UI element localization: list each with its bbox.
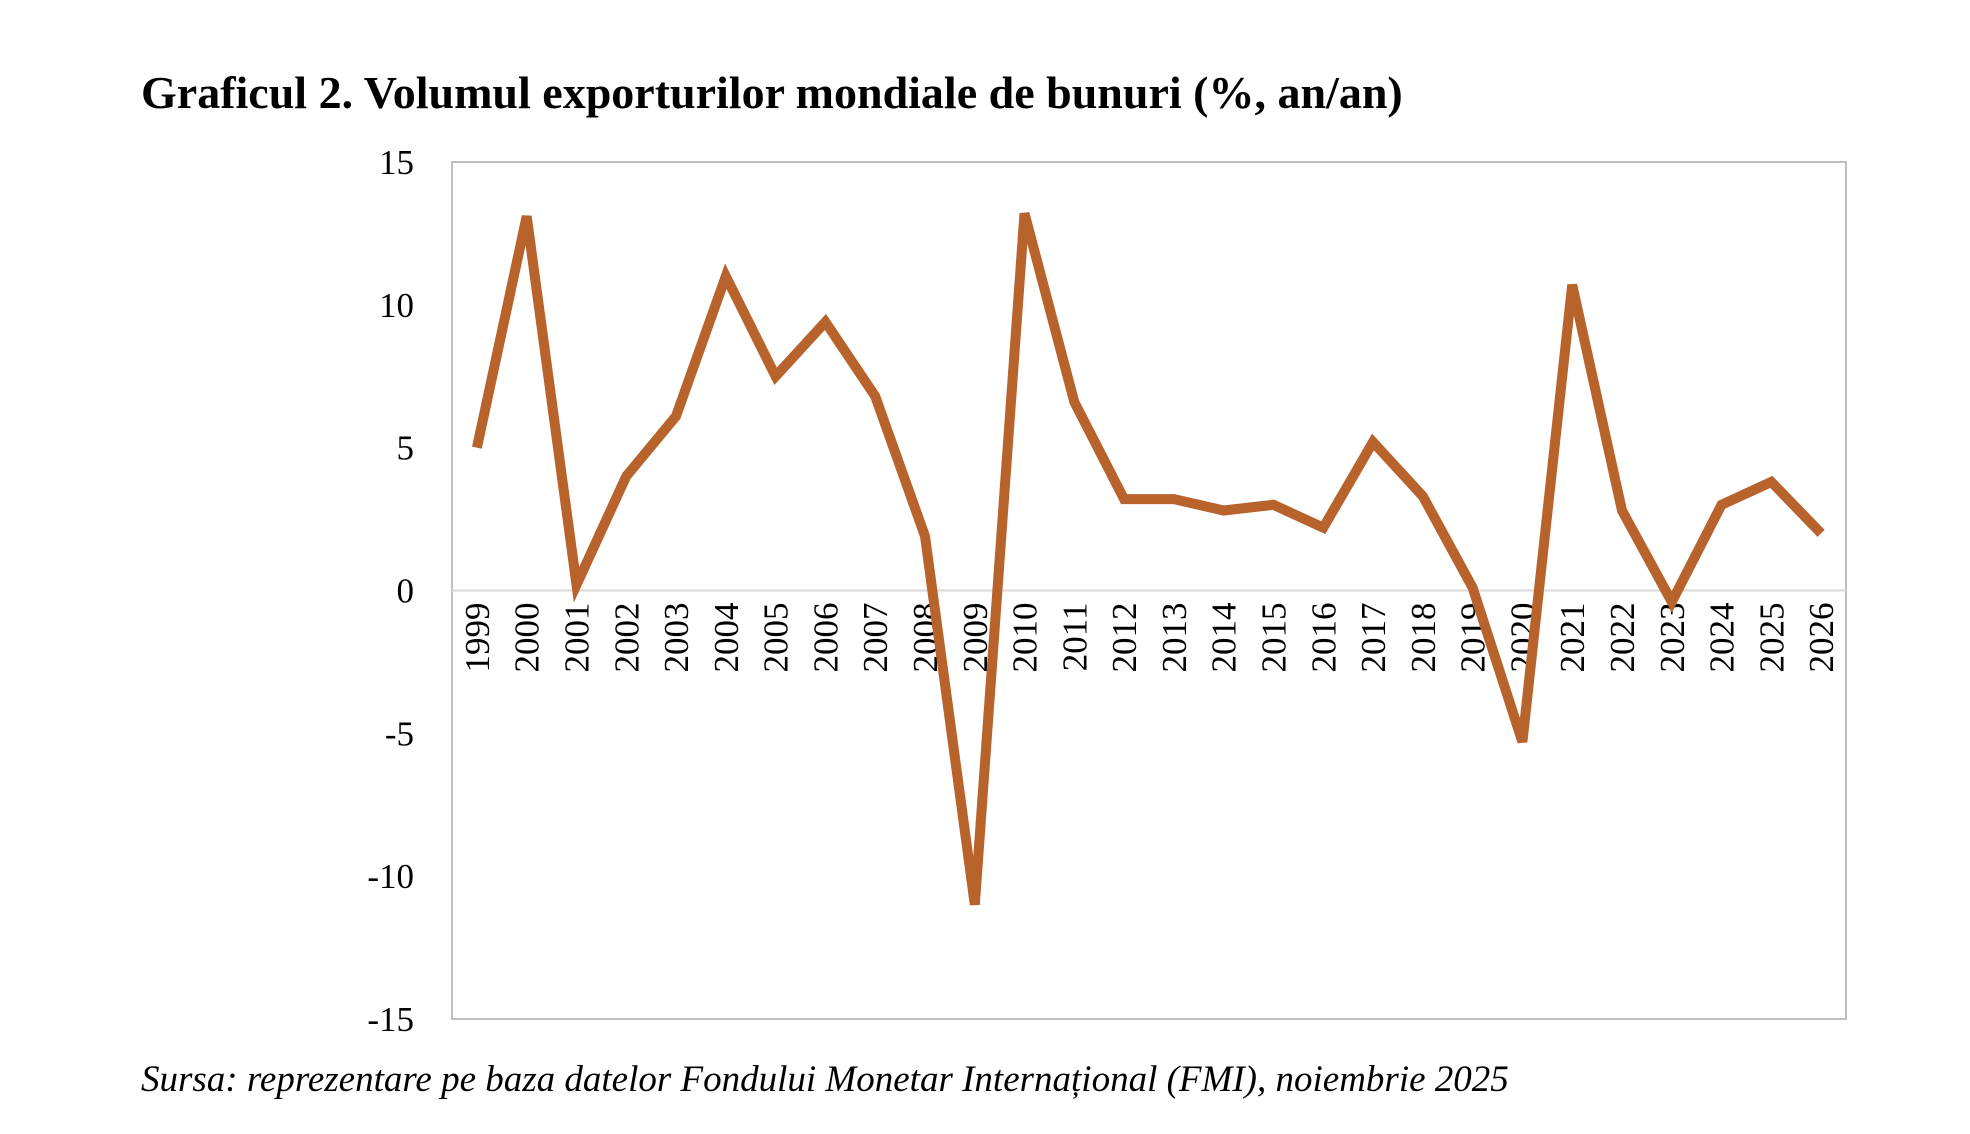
x-tick-label: 2015 (1254, 603, 1293, 673)
x-tick-label: 2021 (1553, 603, 1592, 673)
x-tick-label: 2001 (557, 603, 596, 673)
x-tick-label: 2003 (657, 603, 696, 673)
x-tick-label: 2024 (1703, 603, 1742, 673)
x-tick-label: 2006 (806, 603, 845, 673)
chart-source-note: Sursa: reprezentare pe baza datelor Fond… (141, 1059, 1509, 1100)
x-tick-label: 2012 (1105, 603, 1144, 673)
x-tick-label: 2026 (1802, 603, 1841, 673)
x-tick-label: 2007 (856, 603, 895, 673)
y-tick-label: 10 (379, 286, 414, 325)
x-tick-label: 2022 (1603, 603, 1642, 673)
x-tick-label: 2013 (1155, 603, 1194, 673)
chart-title: Graficul 2. Volumul exporturilor mondial… (141, 67, 1403, 118)
x-tick-label: 1999 (458, 603, 497, 673)
series-line (472, 212, 1825, 906)
x-tick-label: 2000 (508, 603, 547, 673)
x-tick-label: 2016 (1304, 603, 1343, 673)
x-tick-label: 2017 (1354, 603, 1393, 673)
x-tick-label: 2011 (1055, 603, 1094, 672)
y-tick-label: 0 (397, 572, 415, 611)
y-tick-label: -5 (385, 714, 414, 753)
x-tick-label: 2014 (1205, 603, 1244, 673)
y-tick-label: -10 (367, 857, 414, 896)
y-tick-label: 15 (379, 143, 414, 182)
x-tick-label: 2002 (607, 603, 646, 673)
x-tick-label: 2018 (1404, 603, 1443, 673)
x-tick-label: 2025 (1752, 603, 1791, 673)
x-tick-label: 2005 (757, 603, 796, 673)
x-tick-label: 2023 (1653, 603, 1692, 673)
x-tick-label: 2010 (1006, 603, 1045, 673)
x-tick-label: 2004 (707, 603, 746, 673)
y-tick-label: 5 (397, 429, 415, 468)
y-tick-label: -15 (367, 1000, 414, 1039)
